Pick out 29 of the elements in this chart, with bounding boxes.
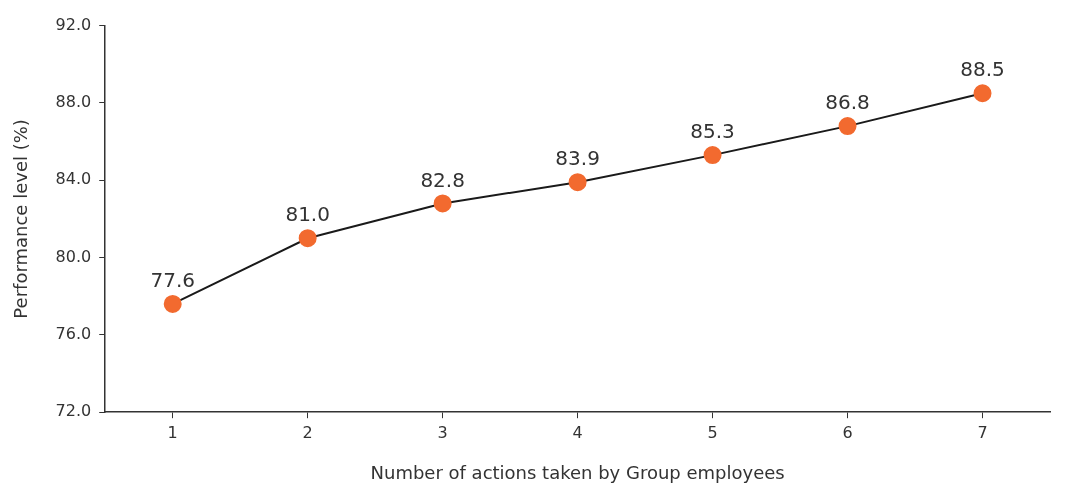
- x-tick-label: 1: [167, 422, 178, 442]
- data-label: 83.9: [555, 146, 600, 171]
- data-label: 88.5: [960, 57, 1005, 82]
- x-tick-label: 3: [437, 422, 448, 442]
- y-tick-label: 84.0: [55, 169, 92, 189]
- y-tick-label: 88.0: [55, 92, 92, 112]
- data-label: 77.6: [150, 268, 195, 293]
- point: [163, 294, 182, 313]
- data-label: 82.8: [420, 167, 465, 192]
- point: [838, 117, 857, 136]
- point: [568, 173, 587, 192]
- y-axis-title: Performance level (%): [10, 119, 32, 319]
- y-tick-label: 72.0: [55, 401, 92, 421]
- y-tick-label: 92.0: [55, 14, 92, 34]
- y-tick-label: 80.0: [55, 246, 92, 266]
- point: [703, 146, 722, 165]
- point: [973, 84, 992, 103]
- x-tick-label: 4: [572, 422, 583, 442]
- data-label: 81.0: [285, 202, 330, 227]
- x-tick-label: 5: [707, 422, 718, 442]
- point: [298, 229, 317, 248]
- x-tick-label: 7: [977, 422, 988, 442]
- data-label: 85.3: [690, 119, 735, 144]
- data-label: 86.8: [825, 90, 870, 115]
- x-tick-label: 6: [842, 422, 853, 442]
- x-tick-label: 2: [302, 422, 313, 442]
- point: [433, 194, 452, 213]
- x-axis-title: Number of actions taken by Group employees: [370, 461, 785, 483]
- y-tick-label: 76.0: [55, 324, 92, 344]
